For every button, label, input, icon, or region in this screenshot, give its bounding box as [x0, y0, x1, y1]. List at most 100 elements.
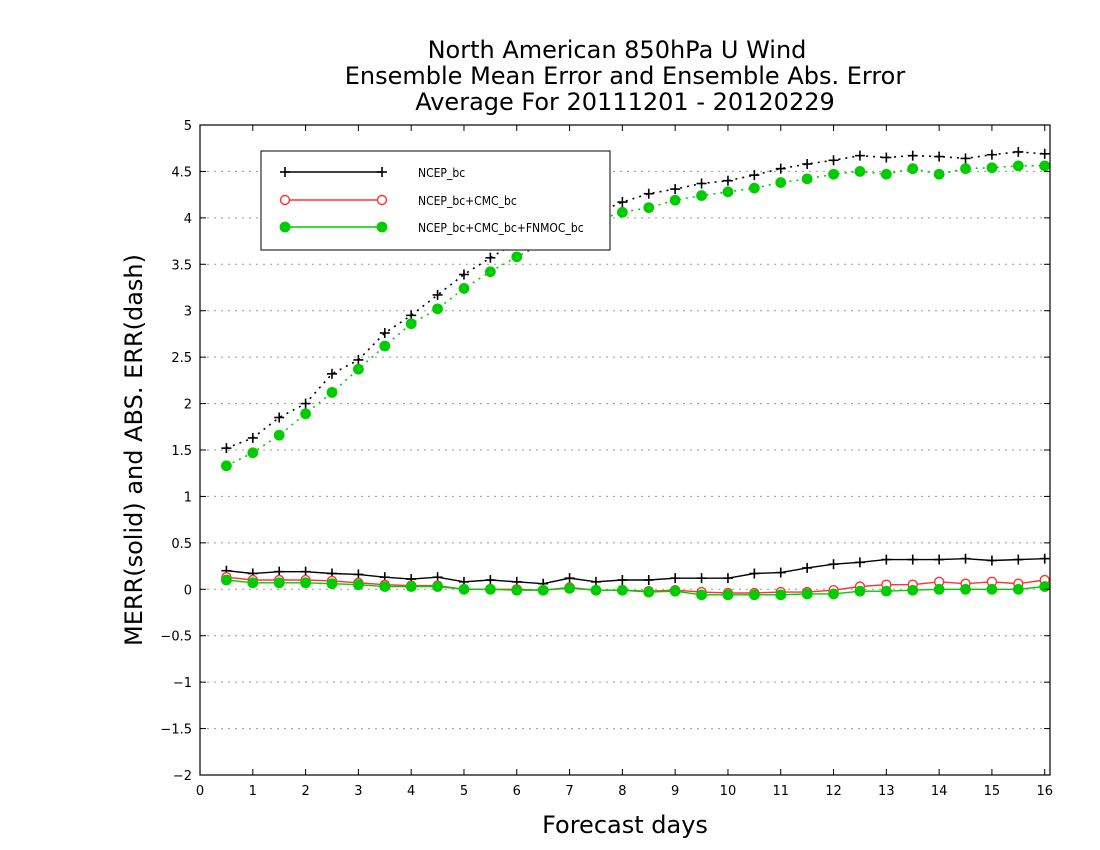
ncep-cmc-fnmoc-abs-err-point: [880, 168, 892, 180]
y-tick-label: 3: [184, 305, 192, 320]
ncep-bc-abs-err-point: [458, 269, 469, 280]
ncep-cmc-fnmoc-abs-err-point: [432, 303, 443, 315]
ncep-cmc-fnmoc-merr-point: [722, 589, 734, 601]
ncep-cmc-fnmoc-merr-point: [484, 583, 496, 595]
ncep-cmc-fnmoc-merr-point: [405, 581, 417, 592]
ncep-cmc-fnmoc-merr-point: [590, 584, 602, 596]
ncep-cmc-fnmoc-abs-err-point: [801, 173, 813, 185]
x-tick-label: 11: [772, 784, 789, 799]
ncep-bc-merr-point: [934, 554, 945, 565]
legend-entries: [279, 167, 388, 233]
x-tick-label: 15: [984, 784, 1001, 799]
ncep-cmc-fnmoc-abs-err-point: [484, 266, 496, 278]
ncep-cmc-fnmoc-abs-err-point: [960, 163, 971, 175]
ncep-bc-merr-point: [617, 575, 628, 585]
ncep-bc-abs-err-point: [247, 432, 258, 443]
ncep-bc-merr-point: [881, 554, 892, 565]
ncep-cmc-fnmoc-merr-point: [748, 589, 760, 601]
ncep-cmc-fnmoc-merr-point: [458, 583, 470, 595]
ncep-cmc-fnmoc-abs-err-point: [616, 206, 628, 218]
ncep-cmc-fnmoc-abs-err-point: [405, 318, 417, 330]
ncep-cmc-fnmoc-abs-err-point: [1039, 160, 1051, 172]
ncep-bc-merr-point: [1039, 553, 1050, 564]
ncep-bc-abs-err-point: [485, 252, 496, 263]
ncep-cmc-fnmoc-merr-point: [828, 588, 839, 600]
ncep-cmc-fnmoc-abs-err-point: [775, 177, 787, 188]
x-tick-label: 6: [513, 784, 521, 799]
ncep-cmc-fnmoc-abs-err-point: [511, 251, 523, 263]
legend-label-ncep-bc: NCEP_bc: [418, 166, 465, 180]
ncep-cmc-fnmoc-abs-err-point: [828, 168, 839, 180]
ncep-cmc-fnmoc-abs-err-point: [326, 387, 338, 398]
x-tick-label: 8: [618, 784, 626, 799]
ncep-bc-abs-err-point: [934, 151, 945, 162]
ncep-cmc-fnmoc-abs-err-point: [669, 194, 681, 206]
ncep-bc-abs-err-point: [274, 412, 285, 423]
ncep-cmc-fnmoc-merr-point: [273, 577, 285, 589]
legend-label-ncep-cmc: NCEP_bc+CMC_bc: [418, 194, 517, 208]
x-tick-label: 12: [825, 784, 842, 799]
legend-sample-ncep-cmc-fnmoc: [279, 221, 388, 233]
ncep-cmc-fnmoc-merr-point: [854, 585, 866, 597]
chart-title: North American 850hPa U Wind Ensemble Me…: [345, 36, 906, 116]
ncep-cmc-fnmoc-abs-err-point: [247, 447, 259, 459]
ncep-cmc-fnmoc-merr-point: [696, 589, 707, 601]
ncep-cmc-fnmoc-abs-err-point: [722, 186, 734, 198]
ncep-cmc-fnmoc-merr-point: [1012, 583, 1024, 595]
ncep-cmc-fnmoc-merr: [220, 574, 1051, 601]
legend-sample-marker: [279, 221, 291, 233]
y-tick-label: 4.5: [171, 165, 192, 180]
legend-label-ncep-cmc-fnmoc: NCEP_bc+CMC_bc+FNMOC_bc: [418, 221, 584, 235]
ncep-bc-abs-err-point: [1039, 148, 1050, 159]
title-line-2: Ensemble Mean Error and Ensemble Abs. Er…: [345, 62, 906, 90]
ncep-bc-abs-err-point: [802, 159, 813, 169]
y-axis-title: MERR(solid) and ABS. ERR(dash): [120, 254, 148, 646]
ncep-cmc-fnmoc-merr-point: [432, 581, 443, 592]
ncep-bc-abs-err-point: [379, 328, 390, 338]
x-tick-label: 10: [720, 784, 737, 799]
y-tick-label: −0.5: [160, 630, 192, 645]
ncep-cmc-fnmoc-merr-point: [300, 577, 311, 589]
legend-sample-marker: [377, 167, 387, 177]
x-tick-label: 7: [565, 784, 573, 799]
ncep-bc-merr-point: [802, 562, 813, 573]
ncep-cmc-fnmoc-merr-point: [537, 584, 549, 596]
ncep-bc-merr: [221, 553, 1050, 589]
ncep-cmc-fnmoc-merr-point: [960, 583, 971, 595]
x-tick-label: 16: [1036, 784, 1053, 799]
title-line-3: Average For 20111201 - 20120229: [415, 88, 835, 116]
ncep-cmc-fnmoc-merr-point: [379, 581, 391, 592]
ncep-cmc-fnmoc-merr-point: [907, 584, 919, 596]
ncep-bc-abs-err-point: [854, 150, 865, 161]
ncep-bc-abs-err-point: [775, 163, 786, 174]
ncep-bc-abs-err-point: [907, 150, 918, 161]
legend-sample-marker: [280, 167, 290, 177]
ncep-bc-merr-point: [907, 554, 918, 565]
gridlines: [200, 170, 1050, 730]
y-tick-label: 3.5: [171, 258, 192, 273]
y-tick-label: −1.5: [160, 723, 192, 738]
axes: 0 1 2 3 4 5 6 7 8 9 10 11 12 13 14 15 1654.543.532.521.5…: [160, 119, 1053, 799]
legend-sample-marker: [376, 194, 388, 206]
x-tick-label: 4: [407, 784, 415, 799]
ncep-cmc-fnmoc-merr-point: [986, 583, 998, 595]
ncep-cmc-fnmoc-merr-point: [564, 582, 575, 594]
ncep-cmc-fnmoc-merr-point: [643, 586, 655, 598]
y-tick-label: −1: [173, 676, 192, 691]
x-tick-label: 3: [354, 784, 362, 799]
ncep-cmc-fnmoc-abs-err-point: [696, 190, 707, 201]
ncep-cmc-fnmoc-merr-point: [801, 588, 813, 600]
y-tick-label: 2.5: [171, 351, 192, 366]
ncep-bc-merr-point: [722, 573, 733, 584]
ncep-cmc-fnmoc-abs-err: [220, 160, 1051, 472]
series-layer: [220, 146, 1051, 601]
ncep-bc-merr-point: [749, 568, 760, 579]
ncep-bc-merr-line: [226, 557, 1045, 585]
ncep-cmc-fnmoc-merr-point: [1039, 581, 1051, 592]
ncep-cmc-fnmoc-abs-err-point: [854, 166, 866, 177]
ncep-bc-merr-point: [986, 555, 997, 566]
y-tick-label: 1.5: [171, 444, 192, 459]
y-tick-label: 0: [184, 583, 192, 598]
y-tick-label: −2: [173, 769, 192, 784]
